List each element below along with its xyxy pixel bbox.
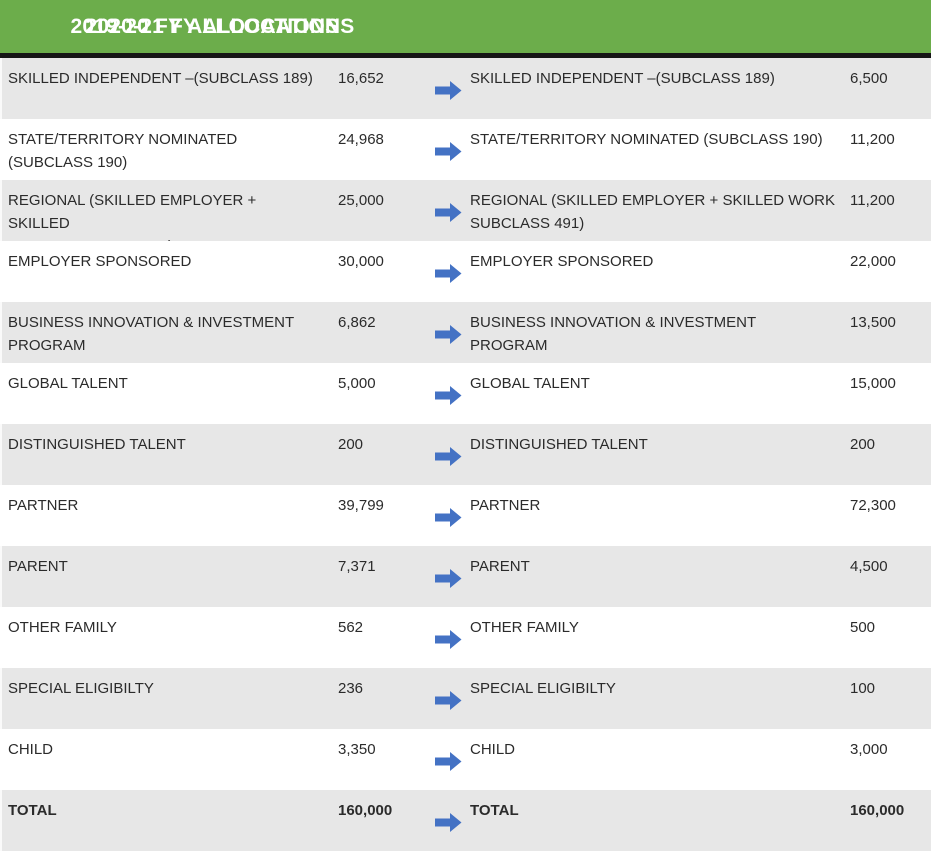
category-label-2019: CHILD <box>8 741 54 758</box>
allocation-value-2020: 6,500 <box>850 70 888 87</box>
category-label-2019: OTHER FAMILY <box>8 619 117 636</box>
right-arrow-icon <box>427 424 470 485</box>
allocation-value-2019: 6,862 <box>338 314 376 331</box>
allocation-value-2019: 3,350 <box>338 741 376 758</box>
right-arrow-icon <box>427 790 470 851</box>
right-arrow-icon <box>427 58 470 119</box>
category-label-2020: GLOBAL TALENT <box>470 375 590 392</box>
table-row: PARENT 7,371 PARENT 4,500 <box>0 546 931 607</box>
table-row: EMPLOYER SPONSORED 30,000 EMPLOYER SPONS… <box>0 241 931 302</box>
table-row: CHILD 3,350 CHILD 3,000 <box>0 729 931 790</box>
allocation-value-2020: 200 <box>850 436 876 453</box>
right-arrow-icon <box>427 729 470 790</box>
allocation-value-2020: 11,200 <box>850 192 895 209</box>
table-row: SKILLED INDEPENDENT –(SUBCLASS 189) 16,6… <box>0 58 931 119</box>
category-label-2019: PARENT <box>8 558 68 575</box>
right-year-title: 2020-21 FY ALLOCATIONS <box>85 15 355 38</box>
allocation-value-2020: 22,000 <box>850 253 896 270</box>
right-arrow-icon <box>427 302 470 363</box>
total-label-2020: TOTAL <box>470 802 519 819</box>
category-label-2020: SKILLED INDEPENDENT –(SUBCLASS 189) <box>470 70 775 87</box>
category-label-2019: DISTINGUISHED TALENT <box>8 436 186 453</box>
right-arrow-icon <box>427 119 470 180</box>
table-row: DISTINGUISHED TALENT 200 DISTINGUISHED T… <box>0 424 931 485</box>
allocations-table: SKILLED INDEPENDENT –(SUBCLASS 189) 16,6… <box>0 58 931 851</box>
allocation-value-2019: 16,652 <box>338 70 384 87</box>
allocation-value-2020: 100 <box>850 680 876 697</box>
header-bar: 2019-20 FY ALLOCATIONS 2020-21 FY ALLOCA… <box>0 0 931 53</box>
allocation-value-2020: 3,000 <box>850 741 888 758</box>
right-arrow-icon <box>427 241 470 302</box>
category-label-2020: PARTNER <box>470 497 541 514</box>
category-label-2019: PARTNER <box>8 497 79 514</box>
table-row: GLOBAL TALENT 5,000 GLOBAL TALENT 15,000 <box>0 363 931 424</box>
table-row: OTHER FAMILY 562 OTHER FAMILY 500 <box>0 607 931 668</box>
table-row: SPECIAL ELIGIBILTY 236 SPECIAL ELIGIBILT… <box>0 668 931 729</box>
right-arrow-icon <box>427 546 470 607</box>
allocation-value-2019: 7,371 <box>338 558 376 575</box>
allocation-value-2020: 13,500 <box>850 314 896 331</box>
allocation-value-2019: 236 <box>338 680 364 697</box>
allocation-value-2019: 562 <box>338 619 364 636</box>
category-label-2019: GLOBAL TALENT <box>8 375 128 392</box>
right-arrow-icon <box>427 180 470 241</box>
category-label-2020: CHILD <box>470 741 516 758</box>
category-label-2019: REGIONAL (SKILLED EMPLOYER + SKILLED WOR… <box>8 192 257 241</box>
category-label-2020: PARENT <box>470 558 530 575</box>
total-label-2019: TOTAL <box>8 802 57 819</box>
category-label-2019: SPECIAL ELIGIBILTY <box>8 680 154 697</box>
allocation-value-2019: 25,000 <box>338 192 384 209</box>
right-arrow-icon <box>427 363 470 424</box>
allocation-value-2019: 5,000 <box>338 375 376 392</box>
category-label-2020: DISTINGUISHED TALENT <box>470 436 648 453</box>
category-label-2020: BUSINESS INNOVATION & INVESTMENT PROGRAM <box>470 314 757 354</box>
table-row: STATE/TERRITORY NOMINATED (SUBCLASS 190)… <box>0 119 931 180</box>
total-value-2019: 160,000 <box>338 802 393 819</box>
category-label-2019: STATE/TERRITORY NOMINATED (SUBCLASS 190) <box>8 131 238 171</box>
allocation-value-2020: 72,300 <box>850 497 896 514</box>
total-value-2020: 160,000 <box>850 802 905 819</box>
allocation-value-2019: 24,968 <box>338 131 384 148</box>
category-label-2020: SPECIAL ELIGIBILTY <box>470 680 616 697</box>
category-label-2020: EMPLOYER SPONSORED <box>470 253 654 270</box>
table-row: REGIONAL (SKILLED EMPLOYER + SKILLED WOR… <box>0 180 931 241</box>
allocation-value-2020: 4,500 <box>850 558 888 575</box>
table-row: BUSINESS INNOVATION & INVESTMENT PROGRAM… <box>0 302 931 363</box>
allocation-value-2019: 30,000 <box>338 253 384 270</box>
allocation-value-2019: 39,799 <box>338 497 384 514</box>
right-arrow-icon <box>427 485 470 546</box>
allocation-value-2020: 15,000 <box>850 375 896 392</box>
table-row: PARTNER 39,799 PARTNER 72,300 <box>0 485 931 546</box>
category-label-2019: BUSINESS INNOVATION & INVESTMENT PROGRAM <box>8 314 295 354</box>
allocation-value-2020: 11,200 <box>850 131 895 148</box>
category-label-2020: REGIONAL (SKILLED EMPLOYER + SKILLED WOR… <box>470 192 835 232</box>
allocation-value-2019: 200 <box>338 436 364 453</box>
category-label-2020: STATE/TERRITORY NOMINATED (SUBCLASS 190) <box>470 131 823 148</box>
category-label-2019: EMPLOYER SPONSORED <box>8 253 192 270</box>
category-label-2019: SKILLED INDEPENDENT –(SUBCLASS 189) <box>8 70 313 87</box>
category-label-2020: OTHER FAMILY <box>470 619 579 636</box>
right-arrow-icon <box>427 607 470 668</box>
allocation-value-2020: 500 <box>850 619 876 636</box>
left-year-title: 2019-20 FY ALLOCATIONS <box>70 15 340 38</box>
header-divider <box>0 53 931 58</box>
right-arrow-icon <box>427 668 470 729</box>
table-row-total: TOTAL 160,000 TOTAL 160,000 <box>0 790 931 851</box>
